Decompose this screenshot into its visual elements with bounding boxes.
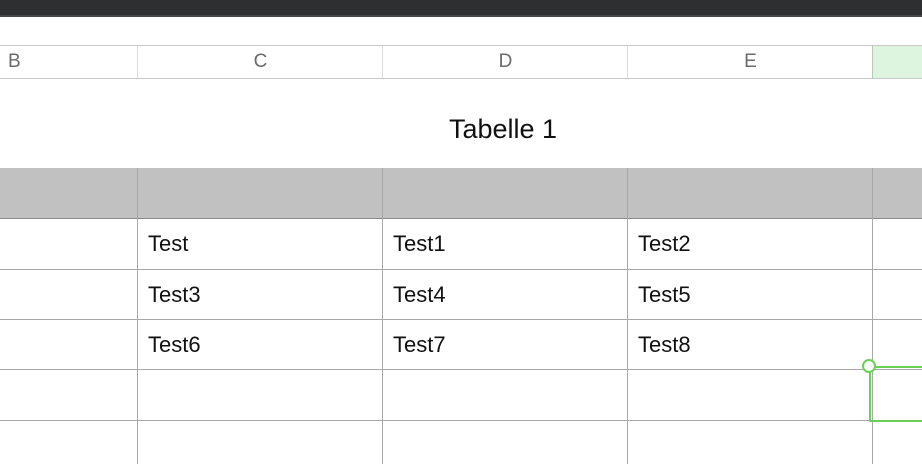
row-divider [0, 319, 922, 320]
column-divider [382, 168, 383, 464]
table-cell[interactable]: Test5 [638, 282, 691, 307]
table-cell[interactable]: Test7 [393, 332, 446, 357]
column-header-b[interactable]: B [0, 45, 137, 79]
table-cell[interactable]: Test3 [148, 282, 201, 307]
column-header-f[interactable] [872, 45, 922, 79]
table-cell[interactable]: Test2 [638, 231, 691, 256]
selected-cell[interactable] [869, 366, 922, 422]
column-divider [627, 168, 628, 464]
row-divider [0, 420, 922, 421]
table-cell[interactable]: Test6 [148, 332, 201, 357]
row-divider [0, 369, 922, 370]
column-header-e[interactable]: E [627, 45, 873, 79]
table-title[interactable]: Tabelle 1 [448, 114, 558, 144]
row-divider [0, 269, 922, 270]
table-cell[interactable]: Test4 [393, 282, 446, 307]
table-cell[interactable]: Test1 [393, 231, 446, 256]
column-divider [872, 168, 873, 464]
window-toolbar [0, 0, 922, 17]
selection-handle[interactable] [862, 359, 876, 373]
column-header-c[interactable]: C [137, 45, 383, 79]
table-cell[interactable]: Test8 [638, 332, 691, 357]
table-header-row[interactable] [0, 168, 922, 219]
column-header-d[interactable]: D [382, 45, 628, 79]
table-cell[interactable]: Test [148, 231, 189, 256]
column-divider [137, 168, 138, 464]
